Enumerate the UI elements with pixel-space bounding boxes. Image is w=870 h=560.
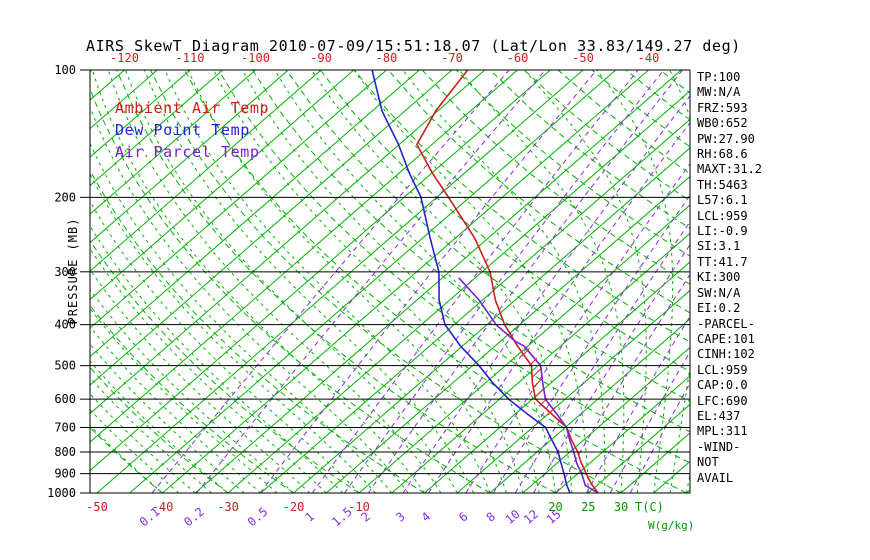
legend-item: Air Parcel Temp: [115, 143, 260, 161]
svg-text:-30: -30: [217, 500, 239, 514]
stats-line: SW:N/A: [697, 285, 741, 300]
svg-text:-60: -60: [507, 51, 529, 65]
svg-text:700: 700: [54, 420, 76, 434]
svg-text:200: 200: [54, 190, 76, 204]
pressure-axis-label: PRESSURE (MB): [66, 217, 80, 325]
svg-text:-40: -40: [152, 500, 174, 514]
svg-text:-110: -110: [176, 51, 205, 65]
svg-text:400: 400: [54, 318, 76, 332]
legend-item: Dew Point Temp: [115, 121, 250, 139]
stats-line: EL:437: [697, 408, 741, 423]
svg-text:-120: -120: [110, 51, 139, 65]
svg-text:20: 20: [548, 500, 562, 514]
svg-text:W(g/kg): W(g/kg): [648, 519, 694, 532]
stats-line: TP:100: [697, 70, 741, 84]
svg-text:3: 3: [393, 509, 408, 524]
svg-text:10: 10: [503, 507, 523, 527]
svg-text:4: 4: [419, 509, 434, 524]
stats-line: RH:68.6: [697, 147, 748, 162]
legend: Ambient Air Temp Dew Point Temp Air Parcel…: [115, 97, 269, 163]
svg-text:8: 8: [484, 509, 499, 524]
stats-line: KI:300: [697, 270, 741, 285]
stats-line: LI:-0.9: [697, 224, 748, 239]
stats-line: L57:6.1: [697, 193, 748, 208]
stats-line: TH:5463: [697, 177, 748, 192]
svg-text:1000: 1000: [47, 486, 76, 500]
stats-line: -PARCEL-: [697, 316, 755, 331]
stats-panel: TP:100 MW:N/A FRZ:593 WB0:652 PW:27.90 RH:68.…: [697, 70, 762, 486]
stats-line: SI:3.1: [697, 239, 741, 254]
svg-text:100: 100: [54, 63, 76, 77]
legend-item: Ambient Air Temp: [115, 99, 270, 117]
svg-text:25: 25: [581, 500, 595, 514]
svg-text:0.5: 0.5: [245, 505, 271, 530]
stats-line: WB0:652: [697, 116, 748, 131]
svg-text:-10: -10: [348, 500, 370, 514]
svg-text:800: 800: [54, 445, 76, 459]
svg-text:-100: -100: [241, 51, 270, 65]
stats-line: MPL:311: [697, 424, 748, 439]
svg-text:-40: -40: [638, 51, 660, 65]
svg-text:1: 1: [302, 509, 317, 524]
svg-text:500: 500: [54, 359, 76, 373]
stats-line: MW:N/A: [697, 85, 741, 100]
svg-text:T(C): T(C): [635, 500, 664, 514]
stats-line: TT:41.7: [697, 254, 748, 269]
svg-text:0.2: 0.2: [181, 505, 207, 530]
stats-line: LCL:959: [697, 362, 748, 377]
svg-text:-50: -50: [86, 500, 108, 514]
stats-line: CAPE:101: [697, 331, 755, 346]
svg-text:12: 12: [521, 507, 541, 527]
chart-title: AIRS SkewT Diagram 2010-07-09/15:51:18.0…: [86, 37, 741, 55]
svg-text:900: 900: [54, 467, 76, 481]
stats-line: CINH:102: [697, 347, 755, 362]
svg-text:-80: -80: [376, 51, 398, 65]
svg-text:600: 600: [54, 392, 76, 406]
stats-line: CAP:0.0: [697, 378, 748, 393]
stats-line: PW:27.90: [697, 131, 755, 146]
svg-text:6: 6: [456, 509, 471, 524]
svg-text:-70: -70: [441, 51, 463, 65]
stats-line: AVAIL: [697, 470, 734, 485]
stats-line: EI:0.2: [697, 301, 741, 316]
stats-line: LFC:690: [697, 393, 748, 408]
stats-line: FRZ:593: [697, 100, 748, 115]
svg-text:-20: -20: [283, 500, 305, 514]
stats-line: LCL:959: [697, 208, 748, 223]
svg-text:-90: -90: [310, 51, 332, 65]
stats-line: -WIND-: [697, 439, 741, 454]
stats-line: MAXT:31.2: [697, 162, 763, 177]
svg-text:2: 2: [358, 509, 373, 524]
svg-text:-50: -50: [572, 51, 594, 65]
stats-line: NOT: [697, 455, 719, 470]
svg-text:300: 300: [54, 265, 76, 279]
svg-text:30: 30: [614, 500, 628, 514]
